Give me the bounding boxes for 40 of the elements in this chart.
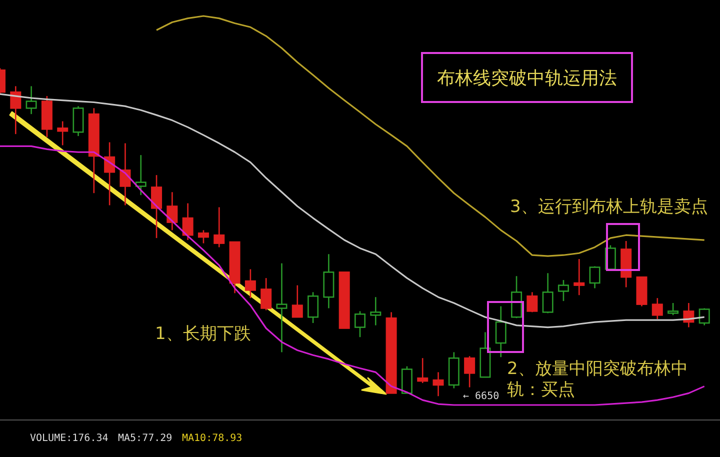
candlestick	[182, 202, 194, 241]
candlestick	[432, 372, 444, 397]
candlestick	[574, 258, 585, 296]
candlestick	[214, 206, 225, 248]
candlestick	[72, 106, 84, 137]
candlestick	[558, 279, 569, 302]
text: MA5:77.29	[118, 433, 172, 444]
candlestick	[57, 120, 68, 146]
candlestick	[370, 296, 382, 326]
annotation: 2、放量中阳突破布林中轨：买点	[507, 359, 688, 400]
candlestick	[668, 302, 679, 316]
candlestick	[151, 174, 162, 239]
candlestick	[26, 86, 37, 115]
candlestick	[464, 355, 476, 388]
candlestick	[10, 86, 22, 135]
candlestick	[652, 297, 663, 320]
candlestick	[698, 308, 710, 326]
candlestick	[260, 277, 272, 311]
candlestick	[354, 310, 366, 338]
text: MA10:78.93	[182, 433, 242, 444]
candlestick	[292, 284, 303, 318]
candlestick	[244, 268, 256, 299]
candlestick	[401, 366, 412, 394]
annotation: ← 6650	[463, 391, 500, 402]
candlestick	[589, 266, 600, 289]
candlestick	[495, 306, 506, 358]
chart-title: 布林线突破中轨运用法	[437, 68, 617, 89]
candlestick	[542, 272, 554, 314]
text: VOLUME:176.34	[30, 433, 108, 444]
candlestick	[104, 142, 116, 206]
candlestick	[276, 262, 288, 353]
candlestick	[166, 191, 178, 231]
candlestick	[120, 142, 131, 206]
candlestick	[198, 230, 209, 244]
candlestick	[308, 292, 319, 324]
candlestick	[526, 292, 538, 313]
candlestick	[135, 154, 146, 196]
annotation: 1、长期下跌	[155, 324, 251, 344]
candlestick	[417, 357, 428, 384]
annotation: 3、运行到布林上轨是卖点	[510, 197, 708, 217]
